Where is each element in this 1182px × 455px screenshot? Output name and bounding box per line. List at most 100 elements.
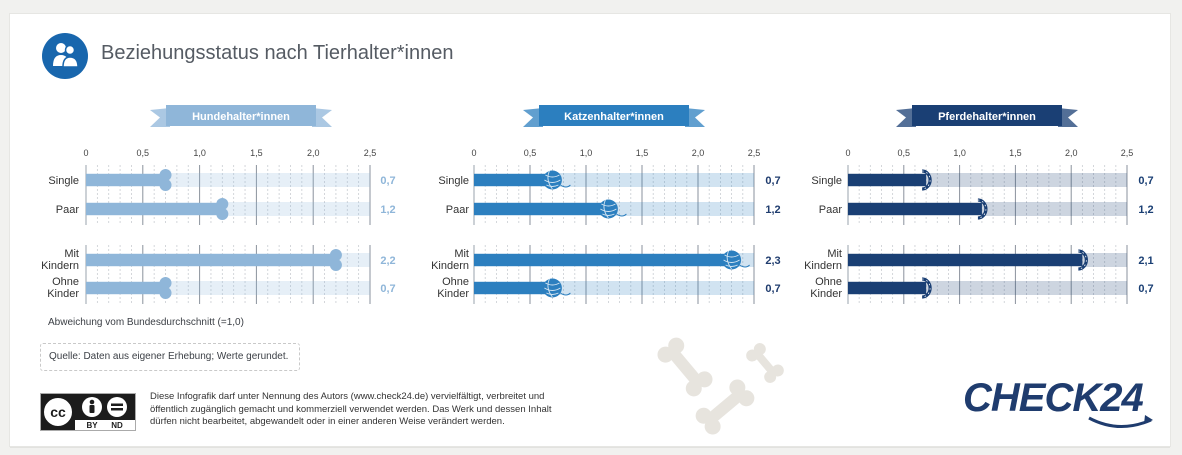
value-label: 0,7 bbox=[380, 175, 395, 187]
by-label: BY bbox=[86, 421, 98, 430]
page-title: Beziehungsstatus nach Tierhalter*innen bbox=[101, 42, 454, 64]
value-label: 2,2 bbox=[380, 255, 395, 267]
ribbon-tail-right bbox=[312, 108, 332, 127]
category-label: Single bbox=[48, 175, 79, 187]
bar bbox=[474, 203, 609, 215]
infographic-card bbox=[10, 14, 1170, 446]
horseshoe-icon bbox=[921, 169, 932, 191]
ribbon-tail-right bbox=[1058, 108, 1078, 127]
tick-label: 1,0 bbox=[193, 148, 206, 158]
category-label: Kindern bbox=[41, 260, 79, 272]
brand-logo: CHECK24 bbox=[963, 376, 1144, 420]
bone-icon bbox=[329, 249, 342, 271]
yarn-ball-icon bbox=[598, 199, 627, 219]
tick-label: 0 bbox=[83, 148, 88, 158]
ribbon-tail-left bbox=[896, 108, 916, 127]
category-label: Ohne bbox=[815, 276, 842, 288]
bone-decoration bbox=[657, 337, 784, 435]
tick-label: 1,0 bbox=[953, 148, 966, 158]
value-label: 0,7 bbox=[1138, 175, 1153, 187]
yarn-ball-icon bbox=[722, 250, 750, 270]
category-label: Paar bbox=[56, 204, 80, 216]
bar bbox=[474, 254, 732, 266]
source-box: Quelle: Daten aus eigener Erhebung; Wert… bbox=[40, 343, 300, 371]
tick-label: 1,5 bbox=[636, 148, 649, 158]
yarn-ball-icon bbox=[542, 170, 571, 190]
yarn-ball-icon bbox=[542, 278, 571, 298]
category-label: Kinder bbox=[810, 288, 842, 300]
bar bbox=[848, 174, 927, 186]
bar bbox=[848, 254, 1083, 266]
bar bbox=[474, 174, 553, 186]
tick-label: 1,5 bbox=[250, 148, 263, 158]
value-label: 1,2 bbox=[765, 204, 780, 216]
tick-label: 0 bbox=[845, 148, 850, 158]
category-label: Mit bbox=[64, 248, 79, 260]
category-label: Kindern bbox=[431, 260, 469, 272]
category-label: Mit bbox=[827, 248, 842, 260]
footnote: Abweichung vom Bundesdurchschnitt (=1,0) bbox=[48, 317, 244, 328]
panel-title: Hundehalter*innen bbox=[192, 111, 290, 123]
panel-title: Katzenhalter*innen bbox=[564, 111, 664, 123]
value-label: 1,2 bbox=[1138, 204, 1153, 216]
value-label: 0,7 bbox=[765, 283, 780, 295]
people-icon bbox=[42, 33, 88, 79]
tick-label: 0,5 bbox=[137, 148, 150, 158]
bar bbox=[848, 203, 982, 215]
category-label: Paar bbox=[819, 204, 843, 216]
charts-area: Hundehalter*innen 0 0,5 1,0 1,5 2,0 2,5 Single 0… bbox=[41, 105, 1154, 304]
tick-label: 2,0 bbox=[692, 148, 705, 158]
value-label: 0,7 bbox=[380, 283, 395, 295]
category-label: Paar bbox=[446, 204, 470, 216]
value-label: 2,1 bbox=[1138, 255, 1153, 267]
category-label: Single bbox=[438, 175, 469, 187]
bar bbox=[474, 282, 553, 294]
bar bbox=[86, 254, 336, 266]
chart-panel-1: Hundehalter*innen 0 0,5 1,0 1,5 2,0 2,5 Single 0… bbox=[41, 105, 396, 304]
tick-label: 1,5 bbox=[1009, 148, 1022, 158]
value-label: 1,2 bbox=[380, 204, 395, 216]
bone-icon bbox=[216, 198, 229, 220]
nd-label: ND bbox=[111, 421, 123, 430]
tick-label: 2,0 bbox=[307, 148, 320, 158]
chart-panel-2: Katzenhalter*innen 0 0,5 1,0 1,5 2,0 2,5 Single… bbox=[431, 105, 781, 304]
bar bbox=[86, 282, 166, 294]
panel-title-ribbon bbox=[166, 105, 316, 126]
category-label: Kinder bbox=[437, 288, 469, 300]
tick-label: 1,0 bbox=[580, 148, 593, 158]
ribbon-tail-right bbox=[685, 108, 705, 127]
ribbon-tail-left bbox=[523, 108, 543, 127]
value-label: 2,3 bbox=[765, 255, 780, 267]
bar bbox=[848, 282, 927, 294]
category-label: Ohne bbox=[52, 276, 79, 288]
chart-panel-3: Pferdehalter*innen 0 0,5 1,0 1,5 2,0 2,5 Single… bbox=[804, 105, 1154, 304]
bar bbox=[86, 203, 223, 215]
cc-label: cc bbox=[50, 404, 66, 420]
tick-label: 2,5 bbox=[1121, 148, 1134, 158]
bone-icon bbox=[159, 169, 172, 191]
category-label: Single bbox=[811, 175, 842, 187]
panel-title: Pferdehalter*innen bbox=[938, 111, 1036, 123]
tick-label: 2,5 bbox=[748, 148, 761, 158]
brand-swoosh-icon bbox=[1088, 415, 1153, 429]
tick-label: 2,0 bbox=[1065, 148, 1078, 158]
tick-label: 0,5 bbox=[524, 148, 537, 158]
cc-license-badge: cc BY ND bbox=[40, 393, 136, 431]
tick-label: 2,5 bbox=[364, 148, 377, 158]
license-text: Diese Infografik darf unter Nennung des … bbox=[150, 391, 552, 427]
category-label: Ohne bbox=[442, 276, 469, 288]
category-label: Mit bbox=[454, 248, 469, 260]
category-label: Kinder bbox=[47, 288, 79, 300]
panel-title-ribbon bbox=[539, 105, 689, 126]
bar bbox=[86, 174, 166, 186]
panel-title-ribbon bbox=[912, 105, 1062, 126]
category-label: Kindern bbox=[804, 260, 842, 272]
value-label: 0,7 bbox=[1138, 283, 1153, 295]
value-label: 0,7 bbox=[765, 175, 780, 187]
tick-label: 0 bbox=[471, 148, 476, 158]
source-text: Quelle: Daten aus eigener Erhebung; Wert… bbox=[49, 351, 289, 362]
ribbon-tail-left bbox=[150, 108, 170, 127]
horseshoe-icon bbox=[921, 277, 932, 299]
horseshoe-icon bbox=[1078, 249, 1088, 271]
horseshoe-icon bbox=[977, 198, 988, 220]
